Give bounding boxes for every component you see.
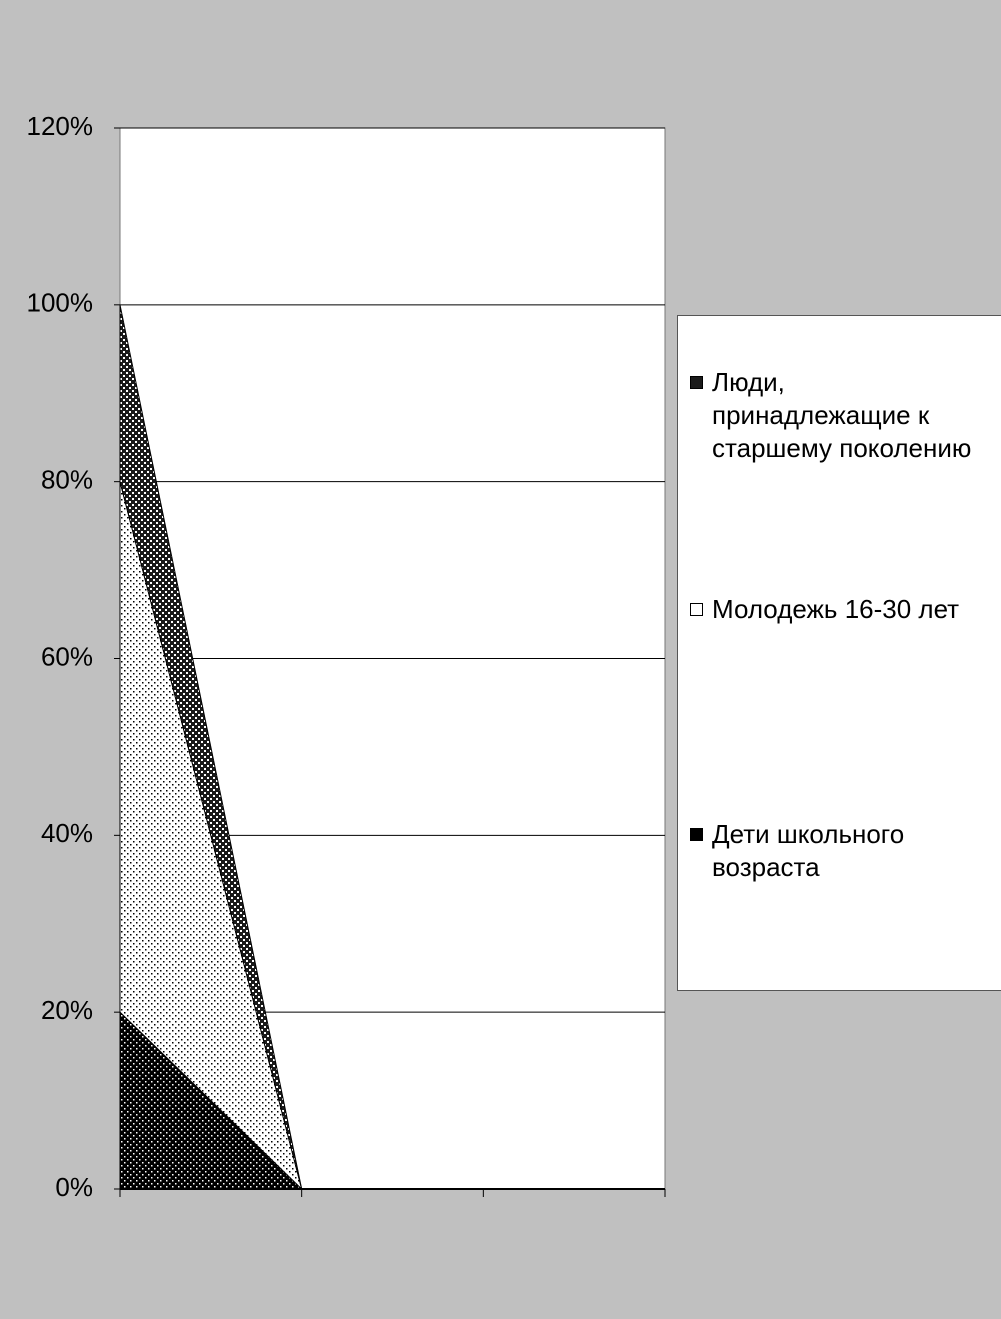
y-tick-label: 20%	[41, 995, 93, 1025]
legend-entry: Люди, принадлежащие к старшему поколению	[690, 366, 990, 465]
legend-swatch	[690, 603, 703, 616]
y-tick-label: 40%	[41, 818, 93, 848]
y-tick-label: 0%	[55, 1172, 93, 1202]
legend: Люди, принадлежащие к старшему поколению…	[677, 315, 1001, 991]
y-tick-label: 100%	[27, 288, 94, 318]
legend-entry: Молодежь 16-30 лет	[690, 593, 990, 626]
legend-label: Люди, принадлежащие к старшему поколению	[712, 367, 972, 463]
legend-swatch	[690, 828, 703, 841]
legend-label: Дети школьного возраста	[712, 819, 905, 882]
legend-entry: Дети школьного возраста	[690, 818, 990, 884]
y-tick-label: 60%	[41, 641, 93, 671]
legend-swatch	[690, 376, 703, 389]
y-tick-label: 120%	[27, 111, 94, 141]
legend-label: Молодежь 16-30 лет	[712, 594, 960, 624]
y-tick-label: 80%	[41, 465, 93, 495]
